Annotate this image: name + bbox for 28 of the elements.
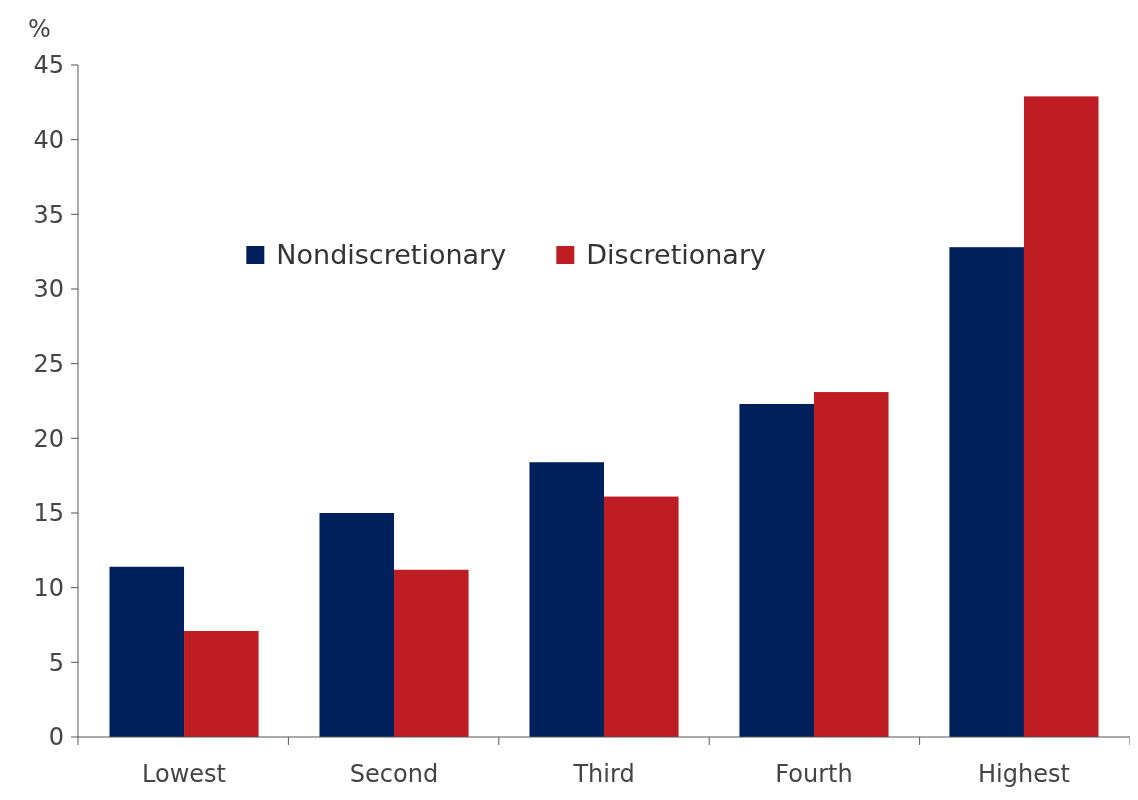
y-tick-label: 5 (48, 648, 64, 677)
legend-label: Nondiscretionary (276, 239, 507, 271)
bar (1023, 96, 1099, 737)
y-tick-label: 35 (33, 200, 64, 229)
bar (813, 392, 889, 737)
bar (184, 630, 259, 737)
bar (739, 403, 814, 737)
y-tick-label: 20 (33, 424, 64, 453)
x-tick-label: Highest (978, 760, 1070, 788)
y-tick-label: 15 (33, 499, 64, 528)
y-tick-label: 0 (48, 723, 64, 752)
bar (604, 496, 679, 737)
x-tick-label: Second (349, 760, 439, 788)
bar (949, 247, 1024, 737)
bar (529, 462, 604, 737)
y-tick-label: 30 (33, 275, 64, 304)
y-tick-label: 10 (33, 574, 64, 603)
bar (394, 569, 469, 737)
bar (109, 566, 185, 737)
x-tick-label: Lowest (142, 760, 227, 788)
y-axis-title: % (28, 15, 51, 43)
x-tick-label: Third (572, 760, 635, 788)
y-tick-label: 40 (33, 126, 64, 155)
legend-label: Discretionary (586, 239, 767, 271)
x-tick-label: Fourth (775, 760, 853, 788)
y-tick-label: 45 (33, 51, 64, 80)
bar (319, 513, 395, 737)
y-tick-label: 25 (33, 350, 64, 379)
